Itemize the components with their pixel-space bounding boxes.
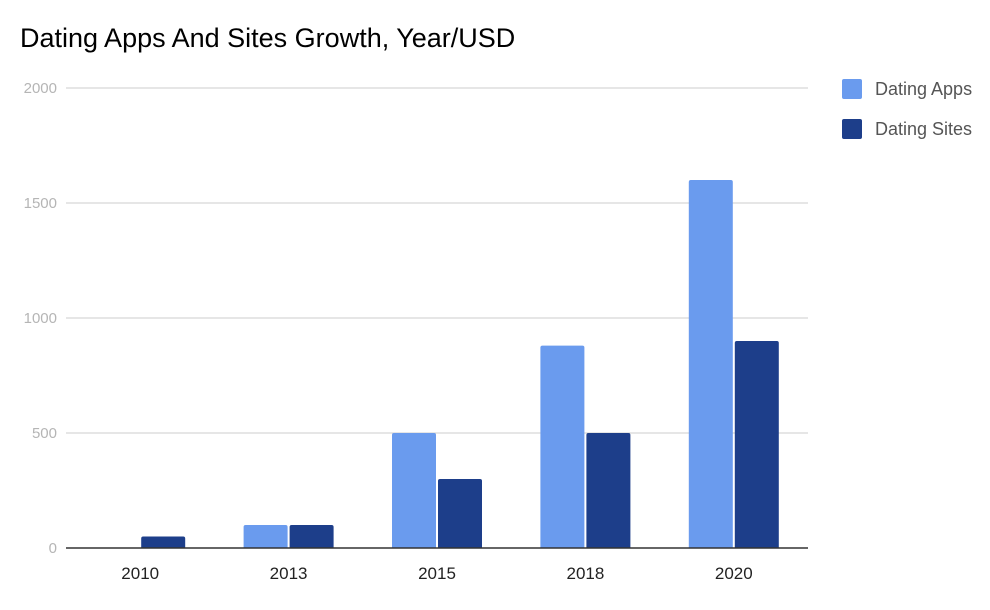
bar-dating-sites-2013 bbox=[289, 525, 334, 548]
x-tick-label: 2018 bbox=[566, 564, 604, 583]
x-tick-label: 2013 bbox=[270, 564, 308, 583]
legend-label-dating-apps: Dating Apps bbox=[875, 79, 972, 99]
y-tick-label: 500 bbox=[32, 425, 57, 442]
bar-dating-sites-2010 bbox=[141, 536, 186, 548]
gridlines bbox=[66, 87, 808, 434]
legend-swatch-dating-sites bbox=[842, 119, 862, 139]
legend-label-dating-sites: Dating Sites bbox=[875, 119, 972, 139]
y-axis-ticks: 0 500 1000 1500 2000 bbox=[24, 80, 57, 557]
y-tick-label: 0 bbox=[49, 540, 57, 557]
bar-dating-sites-2018 bbox=[586, 433, 631, 548]
y-tick-label: 1000 bbox=[24, 310, 57, 327]
bar-dating-sites-2020 bbox=[734, 341, 779, 548]
legend: Dating Apps Dating Sites bbox=[842, 79, 972, 139]
x-tick-label: 2020 bbox=[715, 564, 753, 583]
y-tick-label: 2000 bbox=[24, 80, 57, 97]
bar-dating-sites-2015 bbox=[438, 479, 482, 548]
legend-swatch-dating-apps bbox=[842, 79, 862, 99]
bar-dating-apps-2018 bbox=[540, 345, 585, 548]
bars bbox=[141, 180, 779, 548]
y-tick-label: 1500 bbox=[24, 195, 57, 212]
x-tick-label: 2010 bbox=[121, 564, 159, 583]
x-axis-ticks: 2010 2013 2015 2018 2020 bbox=[121, 564, 752, 583]
bar-dating-apps-2013 bbox=[243, 525, 288, 548]
x-tick-label: 2015 bbox=[418, 564, 456, 583]
bar-dating-apps-2020 bbox=[688, 180, 733, 548]
bar-dating-apps-2015 bbox=[392, 433, 436, 548]
chart-title: Dating Apps And Sites Growth, Year/USD bbox=[20, 23, 515, 53]
